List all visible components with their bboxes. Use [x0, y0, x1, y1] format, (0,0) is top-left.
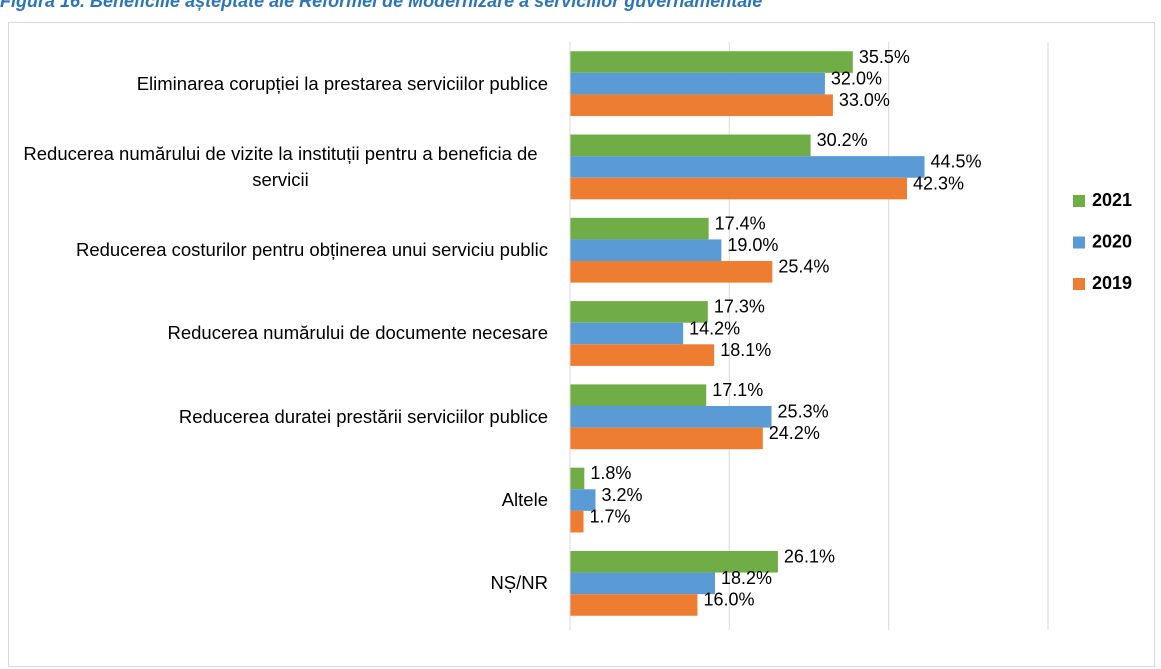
- category-label: Eliminarea corupției la prestarea servic…: [10, 42, 548, 125]
- data-label: 14.2%: [689, 318, 740, 338]
- data-label: 18.2%: [721, 568, 772, 588]
- data-label: 1.8%: [590, 463, 631, 483]
- bar: [570, 489, 596, 511]
- legend-label: 2020: [1092, 231, 1132, 251]
- category-label: Reducerea costurilor pentru obținerea un…: [10, 209, 548, 292]
- category-text: Reducerea numărului de vizite la institu…: [23, 142, 538, 190]
- chart-title: Figura 16. Beneficiile așteptate ale Ref…: [0, 0, 763, 11]
- data-label: 3.2%: [601, 485, 642, 505]
- bar: [570, 156, 925, 178]
- legend-swatch: [1073, 278, 1085, 290]
- category-text: Altele: [501, 489, 548, 511]
- bar: [570, 384, 707, 406]
- data-label: 17.1%: [712, 380, 763, 400]
- data-label: 32.0%: [831, 68, 882, 88]
- category-label: Reducerea duratei prestării serviciilor …: [10, 375, 548, 458]
- data-label: 35.5%: [859, 47, 910, 67]
- bar: [570, 217, 709, 240]
- bar: [570, 72, 825, 95]
- data-label: 42.3%: [913, 173, 964, 193]
- data-label: 1.7%: [590, 506, 631, 526]
- bar: [570, 322, 684, 345]
- bar: [570, 134, 811, 157]
- data-label: 25.3%: [778, 402, 829, 422]
- chart-border: [8, 22, 1155, 667]
- bar: [570, 594, 698, 616]
- data-label: 19.0%: [727, 235, 778, 255]
- bar: [570, 344, 715, 366]
- category-label: NȘ/NR: [10, 542, 548, 625]
- category-text: Reducerea costurilor pentru obținerea un…: [75, 239, 548, 261]
- data-label: 30.2%: [817, 130, 868, 150]
- bar: [570, 405, 772, 428]
- legend-swatch: [1073, 195, 1085, 207]
- bar: [570, 51, 853, 73]
- category-label: Reducerea numărului de documente necesar…: [10, 292, 548, 375]
- data-label: 18.1%: [720, 340, 771, 360]
- data-label: 17.4%: [715, 213, 766, 233]
- bar: [570, 239, 722, 262]
- bar: [570, 301, 708, 323]
- bar: [570, 427, 763, 450]
- data-label: 17.3%: [714, 297, 765, 317]
- category-text: Reducerea numărului de documente necesar…: [167, 322, 548, 344]
- bar: [570, 510, 584, 533]
- category-label: Reducerea numărului de vizite la institu…: [10, 125, 548, 208]
- data-label: 24.2%: [769, 423, 820, 443]
- bar: [570, 94, 833, 117]
- data-label: 26.1%: [784, 547, 835, 567]
- category-label: Altele: [10, 458, 548, 541]
- data-label: 16.0%: [703, 590, 754, 610]
- category-text: Reducerea duratei prestării serviciilor …: [178, 405, 548, 427]
- bar: [570, 177, 907, 200]
- category-text: NȘ/NR: [490, 572, 548, 594]
- bar: [570, 467, 585, 490]
- bar: [570, 572, 715, 595]
- legend-label: 2021: [1092, 190, 1132, 210]
- bar: [570, 550, 778, 573]
- bar: [570, 261, 773, 283]
- legend-swatch: [1073, 236, 1085, 249]
- data-label: 33.0%: [839, 90, 890, 110]
- category-text: Eliminarea corupției la prestarea servic…: [136, 72, 548, 94]
- data-label: 25.4%: [778, 257, 829, 277]
- legend-label: 2019: [1092, 273, 1132, 293]
- data-label: 44.5%: [931, 152, 982, 172]
